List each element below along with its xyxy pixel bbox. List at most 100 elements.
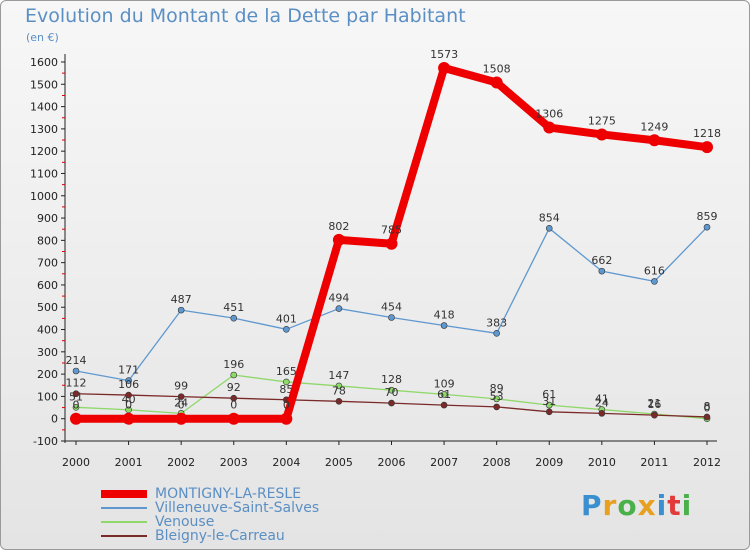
y-tick-label: 500 [37,301,58,314]
legend-item: Bleigny-le-Carreau [101,529,319,543]
data-label-montigny-la-resle: 1275 [588,114,616,127]
x-tick-label: 2003 [220,456,248,469]
data-label-montigny-la-resle: 785 [381,224,402,237]
data-label-bleigny-le-carreau: 70 [385,386,399,399]
y-tick-label: 400 [37,324,58,337]
data-label-venouse: 109 [434,377,455,390]
data-label-villeneuve-saint-salves: 616 [644,264,665,277]
data-label-venouse: 196 [223,358,244,371]
x-tick-label: 2010 [588,456,616,469]
data-point-venouse [72,404,80,411]
data-label-montigny-la-resle: 1249 [640,120,668,133]
data-label-bleigny-le-carreau: 53 [490,390,504,403]
data-point-bleigny-le-carreau [440,401,448,409]
data-point-bleigny-le-carreau [651,411,658,419]
legend-item: Villeneuve-Saint-Salves [101,501,319,515]
data-point-bleigny-le-carreau [703,413,711,421]
data-point-villeneuve-saint-salves [72,367,80,375]
x-tick-label: 2002 [167,456,195,469]
data-point-venouse [283,378,290,386]
legend-label: MONTIGNY-LA-RESLE [155,486,302,502]
logo-letter: x [637,489,657,522]
x-tick-label: 2004 [272,456,300,469]
y-tick-label: -100 [33,435,58,448]
data-label-venouse: 40 [122,393,136,406]
data-label-montigny-la-resle: 0 [178,399,185,412]
logo-letter: P [581,489,603,522]
data-point-villeneuve-saint-salves [177,306,185,314]
logo-letter: r [602,489,618,522]
data-label-venouse: 41 [595,393,609,406]
data-label-villeneuve-saint-salves: 171 [118,364,139,377]
data-label-bleigny-le-carreau: 78 [332,384,346,397]
legend-item: MONTIGNY-LA-RESLE [101,487,319,501]
data-point-bleigny-le-carreau [598,410,606,417]
data-point-montigny-la-resle [385,237,398,250]
y-tick-label: 300 [37,346,58,359]
data-point-bleigny-le-carreau [230,394,238,402]
legend-swatch [101,507,147,509]
legend-swatch [101,535,147,537]
data-label-venouse: 128 [381,373,402,386]
data-point-montigny-la-resle [70,412,82,425]
data-label-villeneuve-saint-salves: 854 [539,211,560,224]
y-tick-label: 600 [37,279,58,292]
y-tick-label: 1000 [30,190,58,203]
data-label-venouse: 24 [174,396,188,409]
y-tick-label: 1500 [30,78,58,91]
data-label-bleigny-le-carreau: 92 [227,381,241,394]
y-tick-label: 200 [37,368,58,381]
data-point-villeneuve-saint-salves [493,330,500,337]
y-tick-label: 100 [37,390,58,403]
data-label-montigny-la-resle: 1306 [535,108,563,121]
data-point-villeneuve-saint-salves [651,278,658,285]
data-label-bleigny-le-carreau: 85 [279,383,293,396]
legend-item: Venouse [101,515,319,529]
y-tick-label: 700 [37,257,58,270]
data-point-bleigny-le-carreau [72,390,80,398]
y-tick-label: 1300 [30,123,58,136]
data-label-bleigny-le-carreau: 24 [595,396,609,409]
logo-letter: o [617,489,638,522]
x-tick-label: 2001 [115,456,143,469]
data-point-bleigny-le-carreau [125,391,132,399]
y-tick-label: 1100 [30,167,58,180]
data-point-bleigny-le-carreau [177,393,185,400]
legend-label: Venouse [155,514,215,530]
data-point-montigny-la-resle [332,233,345,246]
data-point-villeneuve-saint-salves [335,305,343,312]
data-point-venouse [388,386,395,394]
data-point-villeneuve-saint-salves [598,267,606,275]
data-label-montigny-la-resle: 0 [73,399,80,412]
data-label-bleigny-le-carreau: 8 [704,400,711,413]
data-label-montigny-la-resle: 802 [328,220,349,233]
data-label-villeneuve-saint-salves: 451 [223,301,244,314]
legend-swatch [101,521,147,523]
logo-letter: i [656,489,668,522]
data-label-villeneuve-saint-salves: 662 [591,254,612,267]
logo-letter: t [667,489,682,522]
legend-label: Bleigny-le-Carreau [155,528,285,544]
x-tick-label: 2012 [693,456,721,469]
data-label-montigny-la-resle: 0 [125,399,132,412]
data-point-villeneuve-saint-salves [388,314,395,321]
data-label-villeneuve-saint-salves: 454 [381,300,402,313]
data-label-villeneuve-saint-salves: 383 [486,316,507,329]
chart-legend: MONTIGNY-LA-RESLE Villeneuve-Saint-Salves… [101,487,319,543]
data-point-montigny-la-resle [543,121,556,134]
data-point-montigny-la-resle [595,128,608,141]
data-point-venouse [440,391,448,398]
legend-label: Villeneuve-Saint-Salves [155,500,320,516]
data-point-montigny-la-resle [122,412,135,425]
data-label-bleigny-le-carreau: 99 [174,380,188,393]
data-point-montigny-la-resle [648,134,661,147]
data-point-villeneuve-saint-salves [230,314,238,322]
logo-letter: i [681,489,693,522]
data-label-venouse: 0 [704,402,711,415]
data-label-venouse: 21 [647,397,661,410]
data-point-montigny-la-resle [227,412,240,425]
data-label-montigny-la-resle: 0 [283,399,290,412]
data-label-venouse: 61 [542,388,556,401]
data-point-montigny-la-resle [701,141,713,154]
